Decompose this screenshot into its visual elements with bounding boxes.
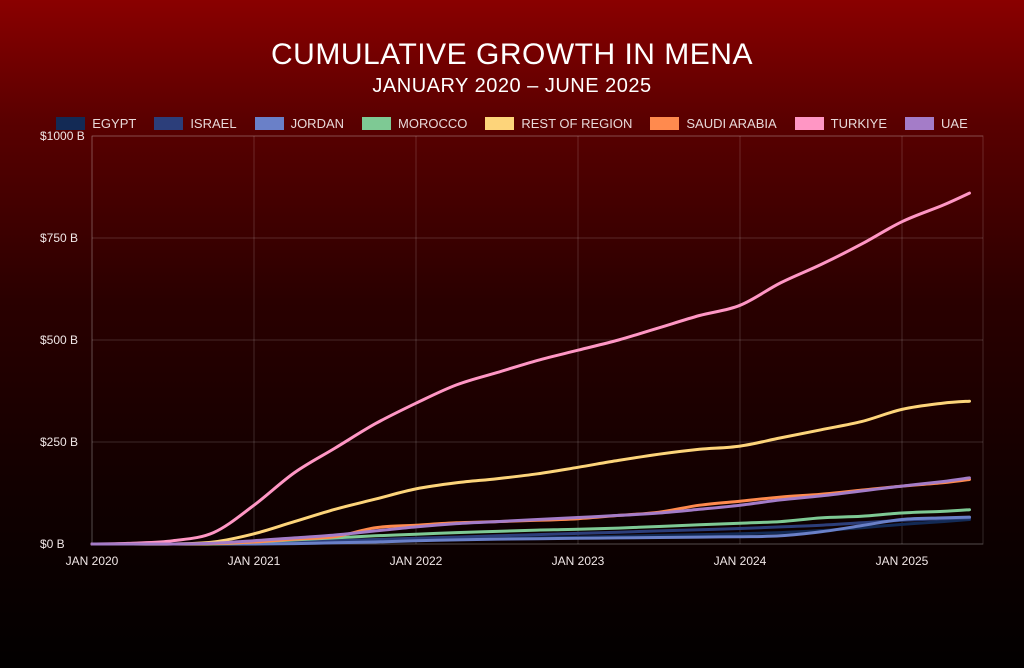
y-tick-label: $0 B (40, 537, 65, 551)
chart-subtitle: JANUARY 2020 – JUNE 2025 (372, 75, 652, 97)
legend-label: JORDAN (290, 116, 345, 131)
x-axis: JAN 2020 JAN 2021 JAN 2022 JAN 2023 JAN 2024… (66, 554, 929, 568)
y-axis: $0 B $250 B $500 B $750 B $1000 B (40, 129, 85, 551)
legend-label: REST OF REGION (521, 116, 633, 131)
x-tick-label: JAN 2023 (552, 554, 605, 568)
y-tick-label: $750 B (40, 231, 78, 245)
legend: EGYPT ISRAEL JORDAN MOROCCO REST OF REGION SA… (0, 116, 1024, 131)
series-line-rest-of-region (90, 399, 971, 546)
legend-label: MOROCCO (398, 116, 468, 131)
legend-swatch (154, 117, 184, 130)
y-tick-label: $250 B (40, 435, 78, 449)
legend-swatch (485, 117, 515, 130)
legend-item-jordan[interactable]: JORDAN (254, 116, 345, 131)
series-lines (90, 191, 971, 546)
legend-label: UAE (941, 116, 968, 131)
legend-item-morocco[interactable]: MOROCCO (362, 116, 467, 131)
legend-label: SAUDI ARABIA (686, 116, 777, 131)
legend-swatch (905, 117, 935, 130)
grid (91, 135, 984, 545)
x-tick-label: JAN 2022 (390, 554, 443, 568)
legend-swatch (794, 117, 824, 130)
legend-item-uae[interactable]: UAE (905, 116, 968, 131)
x-tick-label: JAN 2024 (714, 554, 767, 568)
legend-item-egypt[interactable]: EGYPT (56, 116, 136, 131)
x-tick-label: JAN 2021 (228, 554, 281, 568)
y-tick-label: $500 B (40, 333, 78, 347)
legend-label: TURKIYE (830, 116, 888, 131)
series-line-turkiye (90, 191, 971, 546)
plot-frame (91, 135, 984, 545)
legend-label: EGYPT (92, 116, 137, 131)
y-tick-label: $1000 B (40, 129, 85, 143)
x-tick-label: JAN 2025 (876, 554, 929, 568)
legend-swatch (254, 117, 284, 130)
legend-label: ISRAEL (190, 116, 237, 131)
legend-item-saudi-arabia[interactable]: SAUDI ARABIA (650, 116, 777, 131)
x-tick-label: JAN 2020 (66, 554, 119, 568)
legend-item-israel[interactable]: ISRAEL (154, 116, 237, 131)
legend-swatch (362, 117, 392, 130)
chart-title: CUMULATIVE GROWTH IN MENA (271, 38, 753, 71)
series-line-uae (90, 476, 971, 546)
legend-item-turkiye[interactable]: TURKIYE (794, 116, 888, 131)
legend-swatch (650, 117, 680, 130)
legend-swatch (56, 117, 86, 130)
legend-item-rest-of-region[interactable]: REST OF REGION (485, 116, 632, 131)
